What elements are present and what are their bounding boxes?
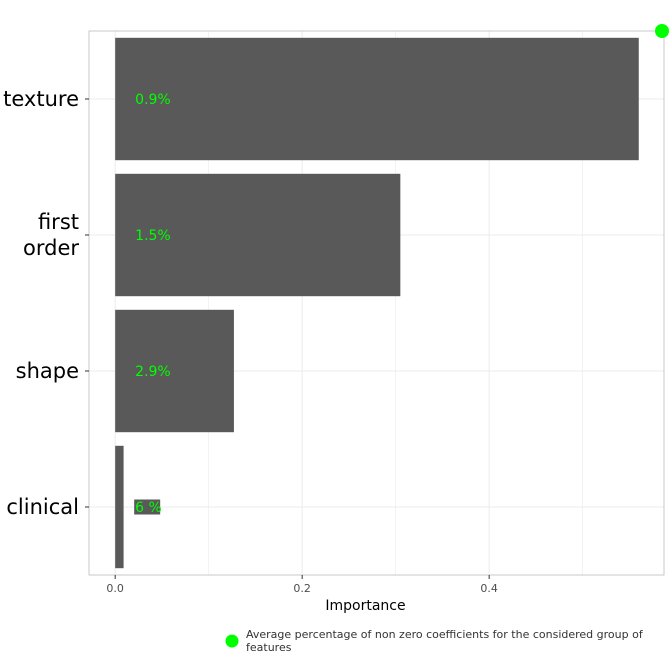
y-tick-label-line: texture bbox=[3, 87, 79, 111]
y-tick-label-line: shape bbox=[16, 359, 79, 383]
legend-marker bbox=[225, 634, 239, 648]
bar-label: 0.9% bbox=[135, 92, 171, 108]
bar bbox=[115, 309, 234, 433]
bar bbox=[115, 37, 639, 161]
bar bbox=[115, 173, 401, 297]
y-tick-label: shape bbox=[16, 359, 79, 383]
x-tick-label: 0.2 bbox=[293, 582, 311, 595]
x-tick-label: 0.4 bbox=[480, 582, 498, 595]
bar-label: 2.9% bbox=[135, 364, 171, 380]
legend-label: Average percentage of non zero coefficie… bbox=[246, 628, 643, 654]
x-axis-title: Importance bbox=[325, 598, 405, 614]
y-tick-label-line: order bbox=[23, 236, 79, 260]
bar-label: 6 % bbox=[135, 500, 162, 516]
bar-label-background bbox=[134, 499, 161, 515]
y-axis-ticks: texture first order shape clinical bbox=[3, 87, 89, 519]
x-tick-label: 0.0 bbox=[106, 582, 124, 595]
y-tick-label-line: first bbox=[38, 210, 79, 234]
bar-label: 1.5% bbox=[135, 228, 171, 244]
x-axis-ticks: 0.0 0.2 0.4 bbox=[106, 575, 498, 595]
bars bbox=[115, 37, 639, 569]
y-tick-label: clinical bbox=[6, 495, 79, 519]
y-tick-label-line: clinical bbox=[6, 495, 79, 519]
bar-labels: 0.9% 1.5% 2.9% 6 % bbox=[134, 92, 171, 516]
bar bbox=[115, 445, 124, 569]
y-tick-label: first order bbox=[23, 210, 79, 260]
y-tick-label: texture bbox=[3, 87, 79, 111]
data-point-marker bbox=[655, 24, 669, 38]
panel-border bbox=[88, 30, 665, 576]
